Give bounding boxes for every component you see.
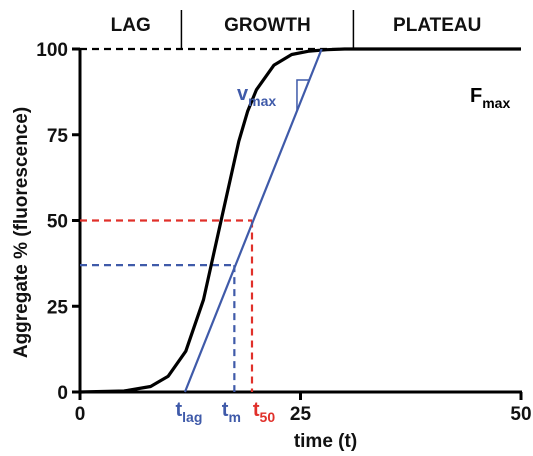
x-axis-label: time (t) xyxy=(294,431,357,452)
tm-label: tm xyxy=(222,399,241,425)
y-tick-label: 25 xyxy=(47,297,69,318)
tlag-label: tlag xyxy=(176,399,203,425)
phase-label: PLATEAU xyxy=(393,15,481,36)
phase-label: LAG xyxy=(111,15,151,36)
axes: 0 25 50 75 100 0 25 50 time (t) Aggregate % (fluo… xyxy=(11,40,532,452)
annotation-labels: vmax Fmax tlag tm t50 xyxy=(176,83,511,425)
t50-label: t50 xyxy=(253,399,275,425)
y-tick-label: 50 xyxy=(47,212,68,233)
y-tick-label: 75 xyxy=(47,126,69,147)
fmax-label: Fmax xyxy=(470,85,510,111)
max-slope-tangent-line xyxy=(183,48,323,393)
x-tick-label: 50 xyxy=(510,404,531,425)
phase-label: GROWTH xyxy=(224,15,311,36)
y-tick-label: 100 xyxy=(36,40,68,61)
vmax-label: vmax xyxy=(237,83,276,109)
guide-lines xyxy=(80,47,521,392)
x-tick-label: 25 xyxy=(290,404,312,425)
sigmoid-curve xyxy=(79,47,521,394)
y-axis-label: Aggregate % (fluorescence) xyxy=(11,107,32,358)
y-tick-label: 0 xyxy=(57,383,68,404)
vmax-slope-triangle xyxy=(296,79,310,111)
plot-area xyxy=(79,47,521,394)
x-tick-label: 0 xyxy=(75,404,86,425)
phase-bands: LAG GROWTH PLATEAU xyxy=(111,10,481,48)
